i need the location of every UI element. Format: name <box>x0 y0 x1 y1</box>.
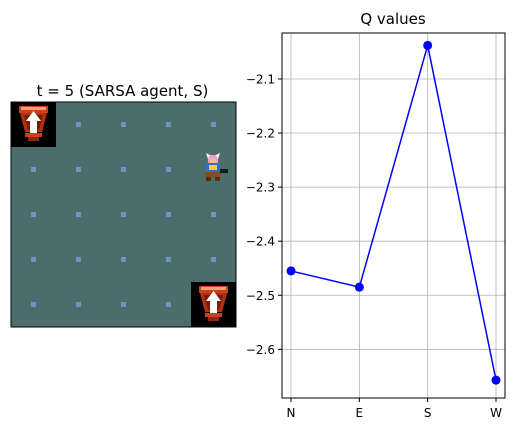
horned-warrior-icon <box>205 153 228 181</box>
y-tick-label: −2.6 <box>246 343 275 357</box>
grid-cell-dot <box>121 257 126 262</box>
q-values-line <box>290 45 497 381</box>
grid-cell-dot <box>76 212 81 217</box>
y-tick-label: −2.2 <box>246 127 275 141</box>
x-tick-label: W <box>490 406 502 420</box>
grid-cell-dot <box>121 212 126 217</box>
plot-frame <box>281 32 506 399</box>
y-tick-label: −2.4 <box>246 235 275 249</box>
grid-cell-dot <box>76 122 81 127</box>
grid-cell-dot <box>166 257 171 262</box>
grid-cell-dot <box>211 212 216 217</box>
q-value-point-w <box>491 375 501 385</box>
x-tick-label: S <box>424 406 432 420</box>
grid-cell-dot <box>211 257 216 262</box>
y-tick-label: −2.1 <box>246 72 275 86</box>
q-value-point-n <box>286 266 296 276</box>
grid-title: t = 5 (SARSA agent, S) <box>37 82 209 100</box>
grid-cell-dot <box>121 122 126 127</box>
x-tick-label: E <box>356 406 364 420</box>
y-tick-label: −2.5 <box>246 289 275 303</box>
gridworld-panel <box>10 101 237 328</box>
grid-cell-dot <box>166 122 171 127</box>
treasure-chest-icon <box>11 102 56 147</box>
grid-cell-dot <box>166 212 171 217</box>
x-tick-label: N <box>287 406 296 420</box>
chart-title: Q values <box>360 10 426 28</box>
grid-cell-dot <box>31 257 36 262</box>
grid-cell-dot <box>31 302 36 307</box>
grid-cell-dot <box>166 302 171 307</box>
grid-cell-dot <box>121 167 126 172</box>
grid-cell-dot <box>166 167 171 172</box>
q-value-point-e <box>354 282 364 292</box>
q-values-chart: −2.1 −2.2 −2.3 −2.4 −2.5 −2.6 N E S W <box>246 32 506 420</box>
grid-cell-dot <box>31 212 36 217</box>
y-tick-label: −2.3 <box>246 181 275 195</box>
grid-cell-dot <box>31 167 36 172</box>
grid-cell-dot <box>121 302 126 307</box>
grid-cell-dot <box>76 302 81 307</box>
treasure-chest-icon <box>191 282 236 327</box>
grid-cell-dot <box>211 122 216 127</box>
grid-cell-dot <box>76 167 81 172</box>
q-value-point-s <box>423 40 433 50</box>
grid-cell-dot <box>76 257 81 262</box>
